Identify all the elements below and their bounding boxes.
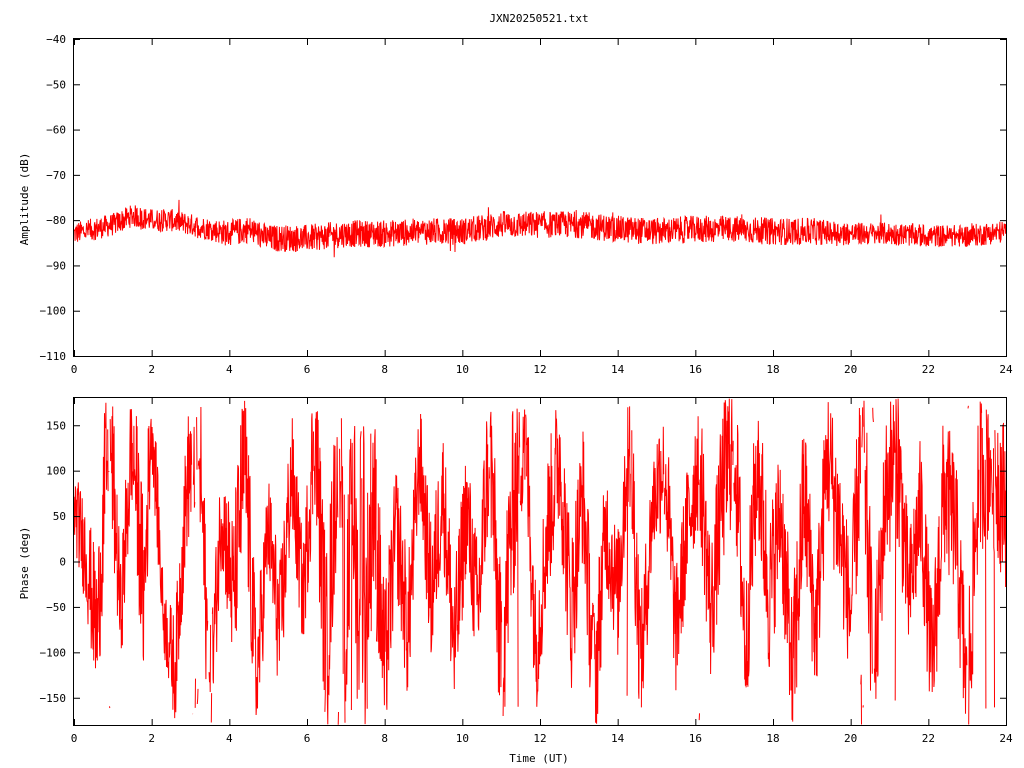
x-tick-label: 2 bbox=[148, 732, 155, 745]
x-tick-label: 10 bbox=[456, 732, 469, 745]
x-tick-label: 18 bbox=[766, 732, 779, 745]
x-tick-label: 12 bbox=[533, 363, 546, 376]
y-tick-label: −80 bbox=[46, 214, 66, 227]
y-tick-label: −60 bbox=[46, 124, 66, 137]
x-tick-label: 22 bbox=[922, 732, 935, 745]
x-tick-label: 10 bbox=[456, 363, 469, 376]
x-tick-label: 4 bbox=[226, 732, 233, 745]
phase-series-line bbox=[74, 398, 1006, 725]
phase-plot-frame bbox=[73, 397, 1007, 726]
y-tick-label: −100 bbox=[40, 646, 67, 659]
phase-axes: 0 2 4 6 8 10 12 14 16 18 20 22 24150100500−50−100−15… bbox=[40, 398, 1013, 745]
x-tick-label: 4 bbox=[226, 363, 233, 376]
phase-y-axis-label: Phase (deg) bbox=[18, 527, 31, 600]
x-tick-label: 12 bbox=[533, 732, 546, 745]
y-tick-label: −50 bbox=[46, 78, 66, 91]
y-tick-label: −100 bbox=[40, 305, 67, 318]
x-tick-label: 8 bbox=[381, 363, 388, 376]
x-tick-label: 0 bbox=[71, 732, 78, 745]
x-tick-label: 16 bbox=[689, 363, 702, 376]
x-tick-label: 14 bbox=[611, 363, 625, 376]
phase-panel: Phase (deg) Time (UT) 0 2 4 6 8 10 12 14 16 18 20 2… bbox=[18, 397, 1013, 765]
x-tick-label: 24 bbox=[999, 363, 1013, 376]
x-tick-label: 20 bbox=[844, 732, 857, 745]
chart-title: JXN20250521.txt bbox=[489, 12, 588, 25]
x-tick-label: 16 bbox=[689, 732, 702, 745]
time-x-axis-label: Time (UT) bbox=[509, 752, 569, 765]
x-tick-label: 8 bbox=[381, 732, 388, 745]
x-tick-label: 6 bbox=[304, 732, 311, 745]
y-tick-label: −40 bbox=[46, 33, 66, 46]
amplitude-axes: 0 2 4 6 8 10 12 14 16 18 20 22 24−40−50−60−70−80−90−… bbox=[40, 33, 1013, 376]
y-tick-label: −50 bbox=[46, 601, 66, 614]
x-tick-label: 14 bbox=[611, 732, 625, 745]
y-tick-label: 100 bbox=[46, 465, 66, 478]
x-tick-label: 20 bbox=[844, 363, 857, 376]
amplitude-plot-frame bbox=[73, 38, 1007, 357]
y-tick-label: −110 bbox=[40, 350, 67, 363]
y-tick-label: 150 bbox=[46, 419, 66, 432]
x-tick-label: 0 bbox=[71, 363, 78, 376]
y-tick-label: −90 bbox=[46, 259, 66, 272]
x-tick-label: 24 bbox=[999, 732, 1013, 745]
x-tick-label: 2 bbox=[148, 363, 155, 376]
amplitude-traces bbox=[74, 199, 1006, 258]
y-tick-label: −150 bbox=[40, 692, 67, 705]
y-tick-label: 0 bbox=[59, 556, 66, 569]
x-tick-label: 18 bbox=[766, 363, 779, 376]
amplitude-panel: Amplitude (dB) 0 2 4 6 8 10 12 14 16 18 20 22 24−40−… bbox=[18, 33, 1013, 376]
y-tick-label: 50 bbox=[53, 510, 66, 523]
amplitude-series-line bbox=[74, 199, 1006, 258]
x-tick-label: 6 bbox=[304, 363, 311, 376]
phase-traces bbox=[74, 398, 1006, 725]
x-tick-label: 22 bbox=[922, 363, 935, 376]
amplitude-y-axis-label: Amplitude (dB) bbox=[18, 153, 31, 246]
y-tick-label: −70 bbox=[46, 169, 66, 182]
